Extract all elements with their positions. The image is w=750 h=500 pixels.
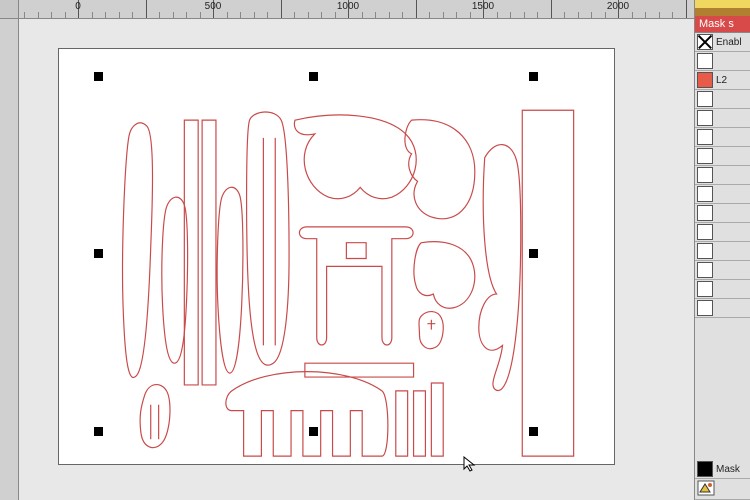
mask-swatch <box>697 461 713 477</box>
shape-path[interactable] <box>140 385 170 448</box>
shape-path[interactable] <box>217 187 243 373</box>
shape-path[interactable] <box>162 197 188 363</box>
layer-row[interactable] <box>695 128 750 147</box>
layer-row[interactable] <box>695 90 750 109</box>
ruler-tick-label: 1000 <box>337 1 359 12</box>
selection-handle[interactable] <box>529 72 538 81</box>
shape-path[interactable] <box>184 120 198 385</box>
shape-path[interactable] <box>479 145 521 391</box>
panel-header: Mask s <box>695 16 750 33</box>
shape-path[interactable] <box>396 391 408 456</box>
layer-color-swatch[interactable] <box>697 72 713 88</box>
layer-row[interactable] <box>695 52 750 71</box>
layer-row[interactable] <box>695 204 750 223</box>
layer-row[interactable] <box>695 166 750 185</box>
selection-handle[interactable] <box>94 249 103 258</box>
mask-row[interactable]: Mask <box>695 460 750 479</box>
layers-panel: Mask s Enabl L2 Mask <box>694 0 750 500</box>
selection-handle[interactable] <box>309 427 318 436</box>
selection-handle[interactable] <box>529 249 538 258</box>
layer-color-swatch[interactable] <box>697 205 713 221</box>
shape-path[interactable] <box>419 312 443 349</box>
shape-path[interactable] <box>226 372 388 456</box>
shape-path[interactable] <box>202 120 216 385</box>
selection-handle[interactable] <box>94 72 103 81</box>
shape-path[interactable] <box>123 123 153 378</box>
layer-row[interactable] <box>695 299 750 318</box>
layer-color-swatch[interactable] <box>697 186 713 202</box>
layer-label: Enabl <box>716 37 742 48</box>
viewport[interactable] <box>18 18 694 500</box>
ruler-corner <box>0 0 19 19</box>
layer-color-swatch[interactable] <box>697 53 713 69</box>
layer-color-swatch[interactable] <box>697 243 713 259</box>
layer-color-swatch[interactable] <box>697 110 713 126</box>
shape-path[interactable] <box>294 115 416 199</box>
layer-color-swatch[interactable] <box>697 300 713 316</box>
layer-color-swatch[interactable] <box>697 167 713 183</box>
layer-row[interactable] <box>695 185 750 204</box>
layer-color-swatch[interactable] <box>697 224 713 240</box>
horizontal-ruler[interactable]: 0 500 1000 1500 2000 <box>18 0 694 19</box>
ruler-tick-label: 0 <box>75 1 81 12</box>
panel-title: Mask s <box>699 18 734 30</box>
shape-path[interactable] <box>305 363 414 377</box>
layer-row[interactable]: Enabl <box>695 33 750 52</box>
shape-path[interactable] <box>414 391 426 456</box>
layer-row[interactable] <box>695 242 750 261</box>
canvas-area: 0 500 1000 1500 2000 <box>0 0 694 500</box>
mask-label: Mask <box>716 464 740 475</box>
layer-row[interactable] <box>695 223 750 242</box>
shape-path[interactable] <box>299 227 413 345</box>
shape-path[interactable] <box>414 242 475 309</box>
vertical-ruler[interactable] <box>0 18 19 500</box>
ruler-tick-label: 1500 <box>472 1 494 12</box>
layer-color-swatch[interactable] <box>697 148 713 164</box>
app-root: 0 500 1000 1500 2000 Mask s Enabl L2 Mask <box>0 0 750 500</box>
layer-row[interactable] <box>695 147 750 166</box>
selection-handle[interactable] <box>309 72 318 81</box>
layer-row[interactable] <box>695 261 750 280</box>
mask-tool-icon <box>697 480 715 499</box>
selection-handle[interactable] <box>529 427 538 436</box>
layer-color-swatch[interactable] <box>697 262 713 278</box>
layer-row[interactable]: L2 <box>695 71 750 90</box>
shape-path[interactable] <box>247 112 289 365</box>
layers-list: Enabl L2 <box>695 33 750 318</box>
layer-color-swatch[interactable] <box>697 129 713 145</box>
layer-label: L2 <box>716 75 727 86</box>
panel-strip <box>695 8 750 16</box>
layer-color-swatch[interactable] <box>697 281 713 297</box>
shape-path[interactable] <box>431 383 443 456</box>
layer-color-swatch[interactable] <box>697 91 713 107</box>
ruler-tick-label: 2000 <box>607 1 629 12</box>
shape-path[interactable] <box>522 110 573 456</box>
panel-strip <box>695 0 750 8</box>
ruler-tick-label: 500 <box>205 1 222 12</box>
tool-row[interactable] <box>695 479 750 500</box>
layer-row[interactable] <box>695 280 750 299</box>
selection-handle[interactable] <box>94 427 103 436</box>
layer-visibility-checkbox[interactable] <box>697 34 713 50</box>
layer-row[interactable] <box>695 109 750 128</box>
